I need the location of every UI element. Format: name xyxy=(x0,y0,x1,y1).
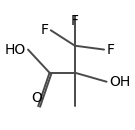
Text: F: F xyxy=(107,43,115,57)
Text: OH: OH xyxy=(109,75,130,89)
Text: F: F xyxy=(40,23,48,37)
Text: O: O xyxy=(31,91,42,105)
Text: HO: HO xyxy=(4,43,26,57)
Text: F: F xyxy=(71,14,79,28)
